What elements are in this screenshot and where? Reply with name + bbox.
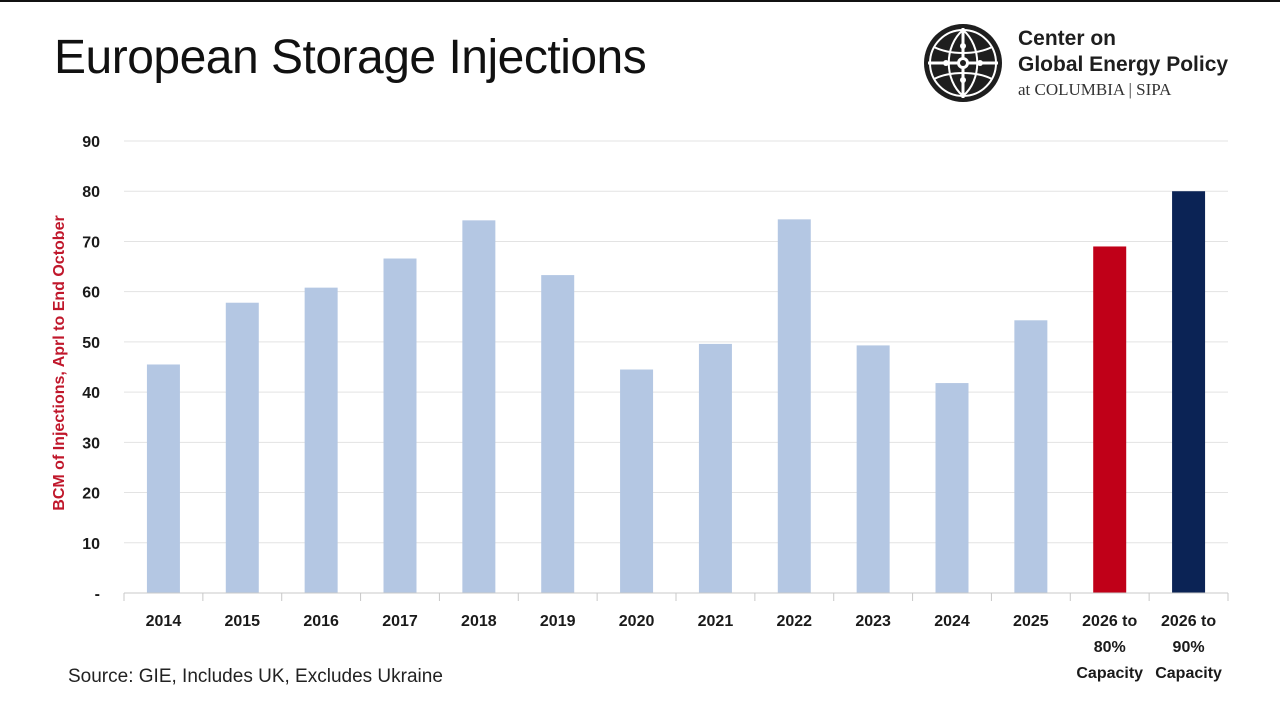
x-tick-label-line: 2016 (303, 613, 339, 630)
x-tick-label: 2017 (382, 613, 418, 630)
y-tick-label: 30 (82, 435, 100, 452)
x-tick-label-line: 2026 to (1161, 613, 1216, 630)
x-tick-label-line: 2018 (461, 613, 497, 630)
brand-name-line2: Global Energy Policy (1018, 53, 1229, 76)
x-tick-label-line: 2022 (776, 613, 812, 630)
bar (1172, 191, 1206, 593)
x-tick-label-line: 2026 to (1082, 613, 1137, 630)
bar (1093, 246, 1127, 593)
y-tick-label: 20 (82, 486, 100, 503)
x-tick-label: 2022 (776, 613, 812, 630)
x-tick-label: 2016 (303, 613, 339, 630)
x-tick-label: 2015 (224, 613, 260, 630)
x-tick-label-line: 2024 (934, 613, 970, 630)
x-tick-label: 2014 (146, 613, 182, 630)
x-tick-label: 2018 (461, 613, 497, 630)
bar (304, 287, 338, 593)
bar (225, 302, 259, 593)
x-tick-label-line: 2020 (619, 613, 655, 630)
x-tick-label-line: 80% (1094, 639, 1126, 656)
page-title: European Storage Injections (54, 31, 647, 84)
y-axis-title: BCM of Injections, Aprl to End October (51, 215, 68, 510)
bar (777, 219, 811, 593)
x-tick-label: 2020 (619, 613, 655, 630)
bar (856, 345, 890, 593)
x-tick-label: 2019 (540, 613, 576, 630)
x-tick-label: 2023 (855, 613, 891, 630)
top-divider (0, 0, 1280, 2)
x-tick-label: 2026 to 80% Capacity (1076, 613, 1143, 682)
brand-block: Center on Global Energy Policy at COLUMB… (922, 22, 1252, 106)
x-tick-label-line: 2017 (382, 613, 418, 630)
bar (462, 220, 496, 593)
bar (541, 275, 575, 593)
brand-name-line1: Center on (1018, 27, 1117, 50)
bar (620, 369, 654, 593)
x-tick-label-line: Capacity (1076, 665, 1143, 682)
brand-name: Center on Global Energy Policy (1018, 26, 1228, 78)
x-tick-label-line: 2025 (1013, 613, 1049, 630)
x-tick-label-line: 2023 (855, 613, 891, 630)
brand-affiliation: at COLUMBIA | SIPA (1018, 80, 1172, 99)
bar (935, 383, 969, 593)
globe-emblem-icon (924, 24, 1002, 102)
x-tick-label-line: 2019 (540, 613, 576, 630)
x-tick-label: 2026 to 90% Capacity (1155, 613, 1222, 682)
x-tick-label: 2024 (934, 613, 970, 630)
x-tick-label-line: 2015 (224, 613, 260, 630)
y-tick-label: 60 (82, 285, 100, 302)
x-tick-label: 2021 (698, 613, 734, 630)
bar-chart: - 10 20 30 40 50 60 70 80 90 BCM of Injections, Ap… (51, 134, 1229, 682)
y-tick-label: 50 (82, 335, 100, 352)
x-tick-label-line: 2021 (698, 613, 734, 630)
x-tick-label: 2025 (1013, 613, 1049, 630)
x-tick-label-line: 2014 (146, 613, 182, 630)
y-tick-label: 70 (82, 234, 100, 251)
bar (698, 343, 732, 593)
y-tick-label: 80 (82, 184, 100, 201)
bar (146, 364, 180, 593)
y-tick-label: 90 (82, 134, 100, 151)
source-note: Source: GIE, Includes UK, Excludes Ukrai… (68, 666, 443, 687)
y-tick-label: 40 (82, 385, 100, 402)
bar (1014, 320, 1048, 593)
x-tick-label-line: Capacity (1155, 665, 1222, 682)
y-tick-label: - (95, 586, 100, 603)
y-tick-label: 10 (82, 536, 100, 553)
bar (383, 258, 417, 593)
x-tick-label-line: 90% (1173, 639, 1205, 656)
